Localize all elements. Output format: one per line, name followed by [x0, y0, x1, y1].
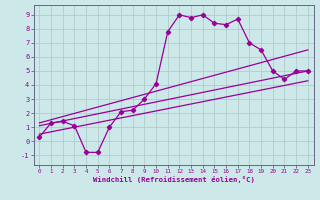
X-axis label: Windchill (Refroidissement éolien,°C): Windchill (Refroidissement éolien,°C)	[93, 176, 254, 183]
